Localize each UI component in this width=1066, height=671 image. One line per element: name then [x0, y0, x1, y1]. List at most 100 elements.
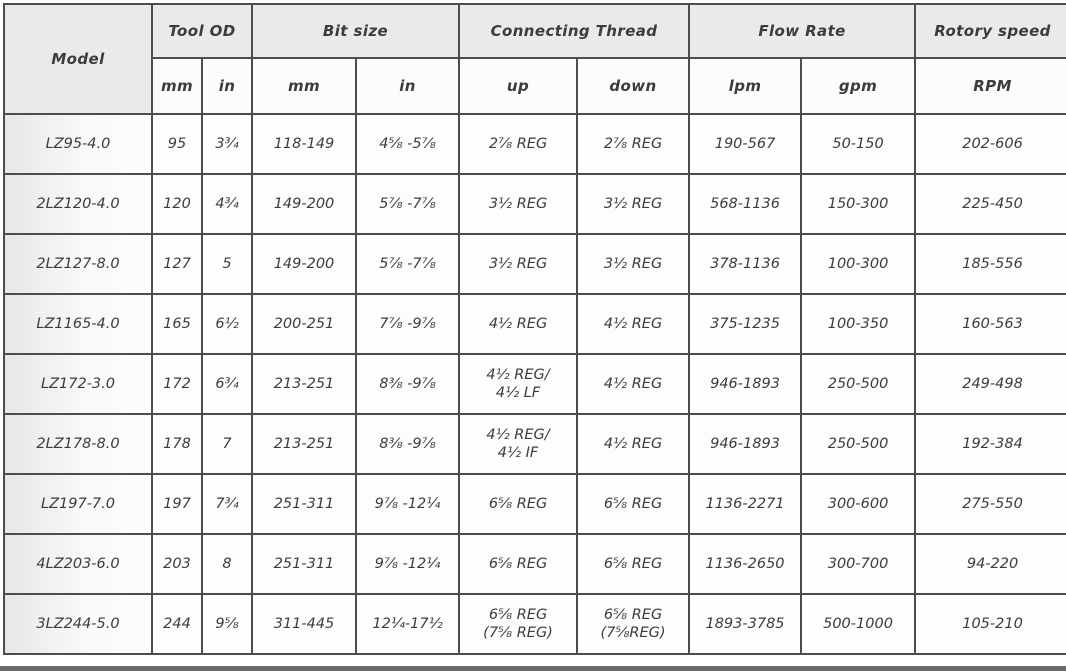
table-cell: 202-606 [914, 113, 1066, 175]
table-cell: 500-1000 [800, 593, 917, 655]
table-cell: 7⅞ -9⅞ [355, 293, 460, 355]
model-cell: 4LZ203-6.0 [3, 533, 153, 595]
table-cell: 94-220 [914, 533, 1066, 595]
table-cell: 946-1893 [688, 353, 803, 415]
table-cell: 203 [151, 533, 203, 595]
header-group-row: Model Tool OD Bit size Connecting Thread… [3, 3, 1066, 115]
table-cell: 12¼-17½ [355, 593, 460, 655]
table-cell: 251-311 [251, 533, 357, 595]
table-cell: 4½ REG [575, 293, 691, 355]
column-header-model: Model [3, 3, 153, 115]
table-cell: 95 [151, 113, 203, 175]
table-cell: 2⅞ REG [458, 113, 578, 175]
table-cell: 150-300 [800, 173, 917, 235]
header-unit-row: mm in mm in up down lpm gpm RPM [4, 57, 1066, 115]
unit-header-od-in: in [201, 57, 253, 115]
table-cell: 165 [151, 293, 203, 355]
unit-header-thread-down: down [575, 57, 691, 115]
table-cell: 9⅞ -12¼ [355, 473, 460, 535]
table-cell: 6⅝ REG [458, 533, 578, 595]
column-header-tool-od: Tool OD [151, 3, 253, 59]
table-cell: 213-251 [251, 353, 357, 415]
table-cell: 225-450 [914, 173, 1066, 235]
table-cell: 568-1136 [688, 173, 803, 235]
table-cell: 3¾ [201, 113, 253, 175]
table-cell: 213-251 [251, 413, 357, 475]
model-cell: 2LZ120-4.0 [3, 173, 153, 235]
table-cell: 375-1235 [688, 293, 803, 355]
table-row: 2LZ127-8.0 127 5 149-200 5⅞ -7⅞ 3½ REG 3… [3, 233, 1066, 295]
table-cell: 8 [201, 533, 253, 595]
unit-header-lpm: lpm [688, 57, 803, 115]
table-cell: 100-300 [800, 233, 917, 295]
table-cell: 3½ REG [575, 173, 691, 235]
table-cell: 6⅝ REG [575, 533, 691, 595]
table-cell: 7 [201, 413, 253, 475]
model-cell: LZ172-3.0 [3, 353, 153, 415]
table-cell: 5 [201, 233, 253, 295]
bottom-shadow-divider [0, 666, 1066, 671]
table-cell: 250-500 [800, 413, 917, 475]
table-cell: 2⅞ REG [575, 113, 691, 175]
table-cell: 9⅞ -12¼ [355, 533, 460, 595]
table-cell: 300-700 [800, 533, 917, 595]
unit-header-gpm: gpm [800, 57, 917, 115]
table-row: LZ1165-4.0 165 6½ 200-251 7⅞ -9⅞ 4½ REG … [3, 293, 1066, 355]
table-cell: 311-445 [251, 593, 357, 655]
table-cell: 300-600 [800, 473, 917, 535]
table-cell: 378-1136 [688, 233, 803, 295]
table-cell: 250-500 [800, 353, 917, 415]
table-cell: 6⅝ REG (7⅝ REG) [458, 593, 578, 655]
table-cell: 9⅝ [201, 593, 253, 655]
table-row: LZ197-7.0 197 7¾ 251-311 9⅞ -12¼ 6⅝ REG … [3, 473, 1066, 535]
column-header-flow-rate: Flow Rate [688, 3, 917, 59]
table-cell: 6½ [201, 293, 253, 355]
table-cell: 249-498 [914, 353, 1066, 415]
table-cell: 3½ REG [458, 173, 578, 235]
table-cell: 50-150 [800, 113, 917, 175]
table-cell: 1136-2650 [688, 533, 803, 595]
table-cell: 8⅜ -9⅞ [355, 413, 460, 475]
model-cell: 2LZ178-8.0 [3, 413, 153, 475]
table-cell: 197 [151, 473, 203, 535]
table-row: LZ172-3.0 172 6¾ 213-251 8⅜ -9⅞ 4½ REG/ … [3, 353, 1066, 415]
spec-table-container: Model Tool OD Bit size Connecting Thread… [3, 3, 1066, 655]
table-cell: 6¾ [201, 353, 253, 415]
table-cell: 149-200 [251, 173, 357, 235]
table-cell: 4½ REG/ 4½ IF [458, 413, 578, 475]
table-cell: 275-550 [914, 473, 1066, 535]
table-row: 2LZ120-4.0 120 4¾ 149-200 5⅞ -7⅞ 3½ REG … [3, 173, 1066, 235]
table-cell: 127 [151, 233, 203, 295]
table-cell: 160-563 [914, 293, 1066, 355]
model-cell: LZ1165-4.0 [3, 293, 153, 355]
table-row: 2LZ178-8.0 178 7 213-251 8⅜ -9⅞ 4½ REG/ … [3, 413, 1066, 475]
table-cell: 5⅞ -7⅞ [355, 233, 460, 295]
table-row: 4LZ203-6.0 203 8 251-311 9⅞ -12¼ 6⅝ REG … [3, 533, 1066, 595]
table-cell: 178 [151, 413, 203, 475]
table-cell: 1136-2271 [688, 473, 803, 535]
drilling-tool-spec-table: Model Tool OD Bit size Connecting Thread… [3, 3, 1066, 655]
table-cell: 4½ REG/ 4½ LF [458, 353, 578, 415]
unit-header-bit-in: in [355, 57, 460, 115]
table-cell: 105-210 [914, 593, 1066, 655]
column-header-connecting-thread: Connecting Thread [457, 3, 691, 59]
unit-header-thread-up: up [458, 57, 578, 115]
table-cell: 8⅜ -9⅞ [355, 353, 460, 415]
table-cell: 946-1893 [688, 413, 803, 475]
table-cell: 120 [151, 173, 203, 235]
table-cell: 3½ REG [458, 233, 578, 295]
model-cell: 3LZ244-5.0 [3, 593, 153, 655]
table-cell: 4½ REG [575, 413, 691, 475]
table-cell: 185-556 [914, 233, 1066, 295]
table-cell: 4¾ [201, 173, 253, 235]
table-cell: 100-350 [800, 293, 917, 355]
model-cell: 2LZ127-8.0 [3, 233, 153, 295]
unit-header-rpm: RPM [914, 57, 1066, 115]
table-cell: 172 [151, 353, 203, 415]
column-header-bit-size: Bit size [251, 3, 460, 59]
table-cell: 4⅝ -5⅞ [355, 113, 460, 175]
column-header-rotory-speed: Rotory speed [914, 3, 1066, 59]
table-cell: 6⅝ REG (7⅝REG) [575, 593, 691, 655]
unit-header-od-mm: mm [151, 57, 203, 115]
model-cell: LZ197-7.0 [3, 473, 153, 535]
